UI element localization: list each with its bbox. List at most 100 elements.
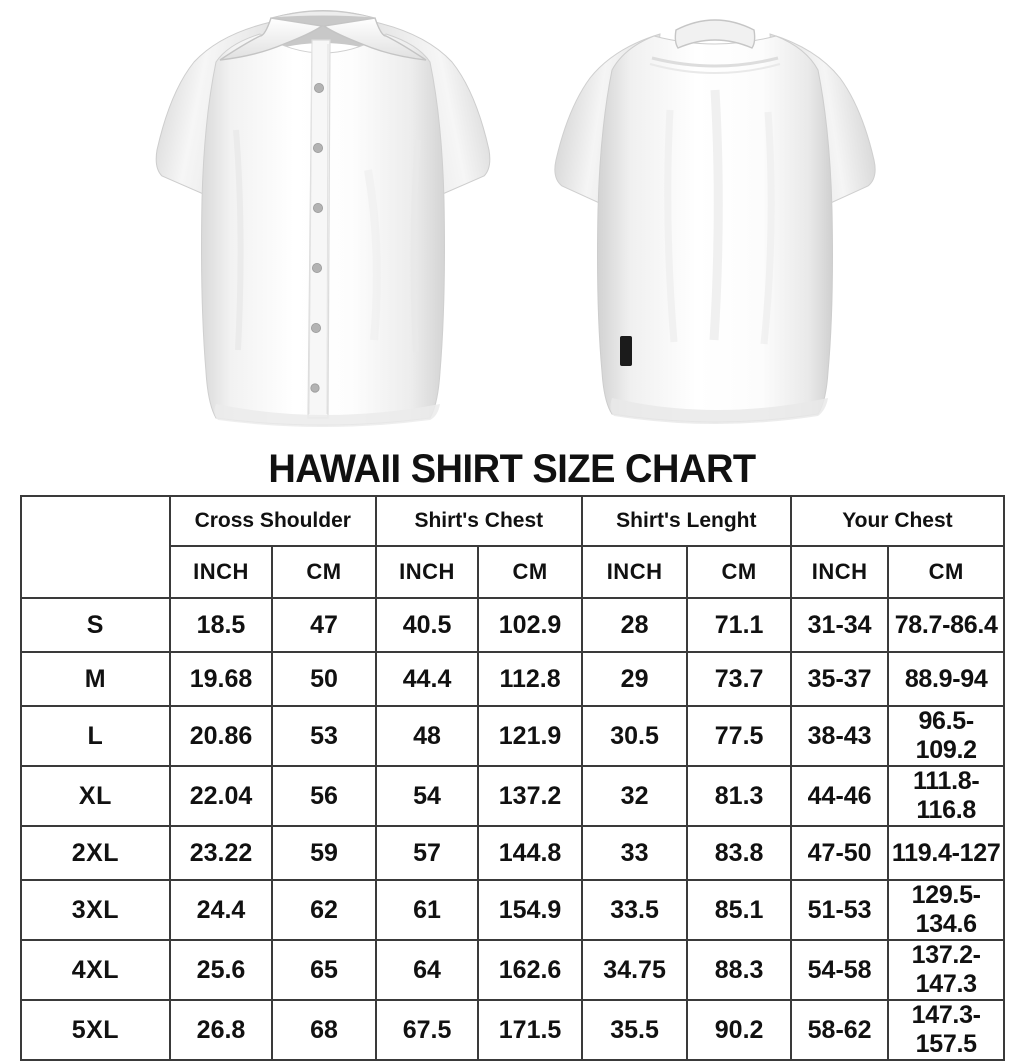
cell-cross-shoulder-inch: 19.68 xyxy=(168,651,274,707)
size-label: 5XL xyxy=(20,999,171,1061)
cell-your-chest-cm: 129.5-134.6 xyxy=(887,879,1005,941)
cell-length-inch: 35.5 xyxy=(580,999,689,1061)
cell-chest-cm: 112.8 xyxy=(477,651,583,707)
cell-cross-shoulder-cm: 56 xyxy=(271,765,377,827)
cell-chest-inch: 54 xyxy=(374,765,480,827)
unit-header-your-chest-inch: INCH xyxy=(789,545,890,599)
cell-length-cm: 71.1 xyxy=(686,597,792,653)
table-row: 2XL 23.22 59 57 144.8 33 83.8 47-50 119.… xyxy=(20,825,1005,881)
size-chart-table: Cross Shoulder Shirt's Chest Shirt's Len… xyxy=(20,495,1006,1061)
unit-header-your-chest-cm: CM xyxy=(887,545,1005,599)
cell-chest-cm: 102.9 xyxy=(477,597,583,653)
table-group-header-row: Cross Shoulder Shirt's Chest Shirt's Len… xyxy=(20,495,1006,599)
shirt-images-area xyxy=(0,0,1024,440)
table-row: XL 22.04 56 54 137.2 32 81.3 44-46 111.8… xyxy=(20,765,1005,827)
hem-tag-icon xyxy=(620,336,632,366)
size-label: S xyxy=(20,597,171,653)
cell-length-inch: 34.75 xyxy=(580,939,689,1001)
table-row: 3XL 24.4 62 61 154.9 33.5 85.1 51-53 129… xyxy=(20,879,1005,941)
cell-cross-shoulder-inch: 24.4 xyxy=(168,879,274,941)
cell-your-chest-cm: 88.9-94 xyxy=(887,651,1005,707)
cell-cross-shoulder-inch: 25.6 xyxy=(168,939,274,1001)
unit-header-shirts-chest-cm: CM xyxy=(477,545,583,599)
cell-chest-inch: 40.5 xyxy=(374,597,480,653)
size-label: 4XL xyxy=(20,939,171,1001)
cell-length-inch: 30.5 xyxy=(580,705,689,767)
cell-your-chest-cm: 78.7-86.4 xyxy=(887,597,1005,653)
cell-chest-cm: 121.9 xyxy=(477,705,583,767)
unit-header-shirts-lenght-inch: INCH xyxy=(580,545,689,599)
cell-cross-shoulder-inch: 23.22 xyxy=(168,825,274,881)
size-label: 3XL xyxy=(20,879,171,941)
page-title: HAWAII SHIRT SIZE CHART xyxy=(268,447,756,491)
cell-length-inch: 29 xyxy=(580,651,689,707)
size-chart-table-wrapper: Cross Shoulder Shirt's Chest Shirt's Len… xyxy=(20,495,1006,1061)
cell-your-chest-inch: 51-53 xyxy=(789,879,890,941)
cell-your-chest-cm: 137.2-147.3 xyxy=(887,939,1005,1001)
shirt-front-view xyxy=(132,0,514,440)
cell-cross-shoulder-cm: 62 xyxy=(271,879,377,941)
size-label: XL xyxy=(20,765,171,827)
cell-your-chest-inch: 35-37 xyxy=(789,651,890,707)
cell-your-chest-inch: 58-62 xyxy=(789,999,890,1061)
cell-cross-shoulder-inch: 22.04 xyxy=(168,765,274,827)
cell-length-inch: 33 xyxy=(580,825,689,881)
cell-chest-cm: 171.5 xyxy=(477,999,583,1061)
cell-length-inch: 33.5 xyxy=(580,879,689,941)
cell-cross-shoulder-cm: 65 xyxy=(271,939,377,1001)
cell-your-chest-inch: 31-34 xyxy=(789,597,890,653)
shirt-back-view xyxy=(524,0,906,440)
size-label: M xyxy=(20,651,171,707)
cell-length-cm: 81.3 xyxy=(686,765,792,827)
cell-length-inch: 28 xyxy=(580,597,689,653)
cell-chest-inch: 67.5 xyxy=(374,999,480,1061)
cell-your-chest-inch: 44-46 xyxy=(789,765,890,827)
shirt-back-icon xyxy=(554,19,876,424)
size-label: L xyxy=(20,705,171,767)
table-corner-cell xyxy=(20,495,171,599)
cell-length-cm: 73.7 xyxy=(686,651,792,707)
table-row: 5XL 26.8 68 67.5 171.5 35.5 90.2 58-62 1… xyxy=(20,999,1005,1061)
cell-your-chest-inch: 38-43 xyxy=(789,705,890,767)
cell-your-chest-cm: 96.5-109.2 xyxy=(887,705,1005,767)
cell-cross-shoulder-cm: 59 xyxy=(271,825,377,881)
table-row: S 18.5 47 40.5 102.9 28 71.1 31-34 78.7-… xyxy=(20,597,1005,653)
cell-chest-inch: 48 xyxy=(374,705,480,767)
cell-length-cm: 77.5 xyxy=(686,705,792,767)
cell-cross-shoulder-inch: 18.5 xyxy=(168,597,274,653)
cell-chest-inch: 44.4 xyxy=(374,651,480,707)
cell-cross-shoulder-cm: 50 xyxy=(271,651,377,707)
unit-header-shirts-chest-inch: INCH xyxy=(374,545,480,599)
cell-chest-cm: 154.9 xyxy=(477,879,583,941)
group-header-shirts-chest: Shirt's Chest xyxy=(374,495,583,547)
cell-chest-inch: 57 xyxy=(374,825,480,881)
table-row: M 19.68 50 44.4 112.8 29 73.7 35-37 88.9… xyxy=(20,651,1005,707)
cell-chest-inch: 64 xyxy=(374,939,480,1001)
cell-length-inch: 32 xyxy=(580,765,689,827)
cell-your-chest-inch: 47-50 xyxy=(789,825,890,881)
cell-cross-shoulder-cm: 68 xyxy=(271,999,377,1061)
cell-chest-cm: 162.6 xyxy=(477,939,583,1001)
cell-length-cm: 88.3 xyxy=(686,939,792,1001)
cell-cross-shoulder-inch: 26.8 xyxy=(168,999,274,1061)
shirt-buttons xyxy=(310,83,324,393)
group-header-cross-shoulder: Cross Shoulder xyxy=(168,495,377,547)
table-row: L 20.86 53 48 121.9 30.5 77.5 38-43 96.5… xyxy=(20,705,1005,767)
cell-length-cm: 83.8 xyxy=(686,825,792,881)
unit-header-cross-shoulder-inch: INCH xyxy=(168,545,274,599)
unit-header-shirts-lenght-cm: CM xyxy=(686,545,792,599)
group-header-your-chest: Your Chest xyxy=(789,495,1006,547)
cell-your-chest-cm: 147.3-157.5 xyxy=(887,999,1005,1061)
cell-length-cm: 90.2 xyxy=(686,999,792,1061)
table-row: 4XL 25.6 65 64 162.6 34.75 88.3 54-58 13… xyxy=(20,939,1005,1001)
cell-length-cm: 85.1 xyxy=(686,879,792,941)
cell-chest-cm: 144.8 xyxy=(477,825,583,881)
unit-header-cross-shoulder-cm: CM xyxy=(271,545,377,599)
size-label: 2XL xyxy=(20,825,171,881)
cell-cross-shoulder-cm: 47 xyxy=(271,597,377,653)
table-unit-header-row: INCH CM INCH CM INCH CM INCH CM xyxy=(21,545,1005,599)
cell-cross-shoulder-inch: 20.86 xyxy=(168,705,274,767)
cell-cross-shoulder-cm: 53 xyxy=(271,705,377,767)
cell-your-chest-cm: 111.8-116.8 xyxy=(887,765,1005,827)
group-header-shirts-lenght: Shirt's Lenght xyxy=(580,495,792,547)
